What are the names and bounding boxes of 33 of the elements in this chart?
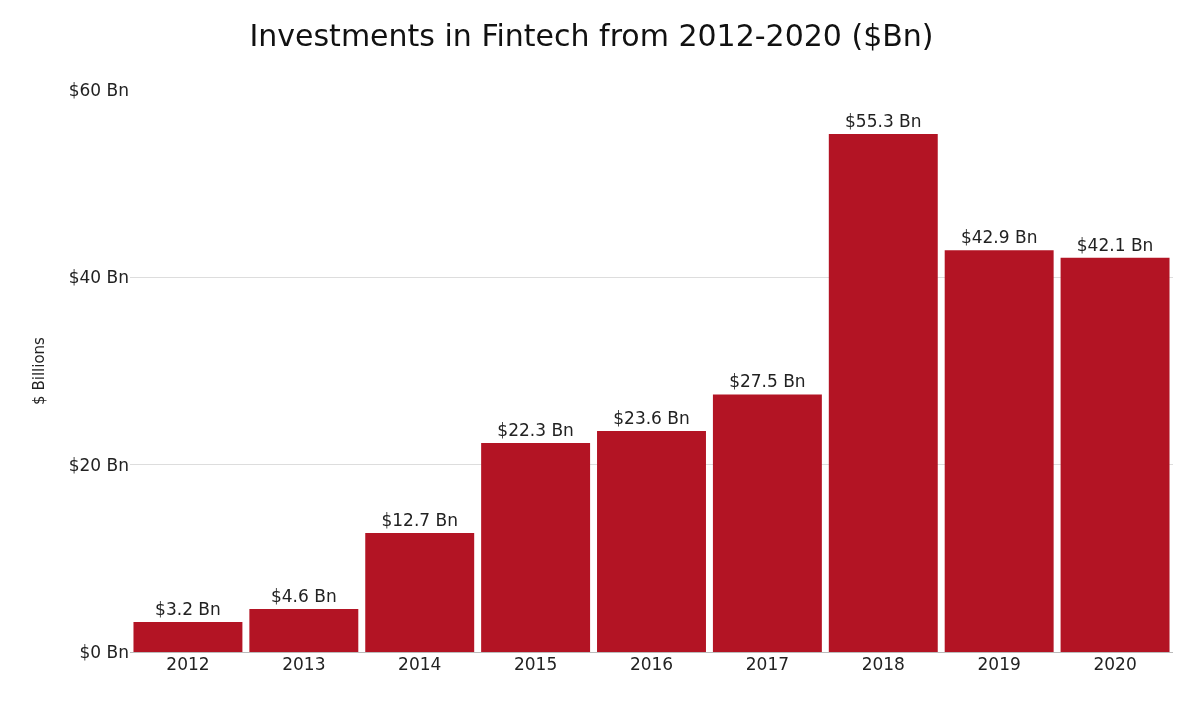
bar [481, 443, 591, 652]
x-tick-label: 2012 [166, 654, 210, 674]
bar [365, 533, 475, 652]
data-label: $22.3 Bn [497, 420, 574, 441]
bar [1060, 257, 1170, 652]
x-tick-label: 2014 [398, 654, 442, 674]
y-tick-label: $20 Bn [68, 454, 129, 475]
data-label: $23.6 Bn [613, 407, 690, 428]
chart-title: Investments in Fintech from 2012-2020 ($Bn) [249, 17, 934, 53]
y-tick-label: $40 Bn [68, 267, 129, 288]
bar [597, 430, 706, 652]
data-label: $42.9 Bn [960, 227, 1038, 248]
data-label: $12.7 Bn [381, 510, 458, 531]
bar [712, 394, 822, 652]
data-label: $27.5 Bn [729, 371, 806, 392]
bar [944, 250, 1054, 652]
y-tick-label: $60 Bn [68, 79, 129, 100]
data-label: $42.1 Bn [1076, 234, 1154, 255]
x-tick-label: 2013 [282, 654, 326, 674]
data-label: $55.3 Bn [845, 111, 922, 132]
data-label: $3.2 Bn [155, 599, 221, 620]
x-tick-label: 2020 [1093, 654, 1137, 674]
x-tick-label: 2016 [629, 654, 674, 674]
bar [249, 608, 359, 652]
x-tick-label: 2019 [977, 654, 1021, 674]
bar [828, 134, 938, 652]
bar [133, 622, 243, 652]
x-tick-label: 2018 [861, 654, 905, 674]
x-tick-label: 2015 [513, 654, 558, 674]
y-tick-label: $0 Bn [79, 641, 129, 662]
x-tick-label: 2017 [745, 654, 790, 674]
data-label: $4.6 Bn [270, 585, 337, 606]
y-axis-title: $ Billions [29, 336, 48, 405]
